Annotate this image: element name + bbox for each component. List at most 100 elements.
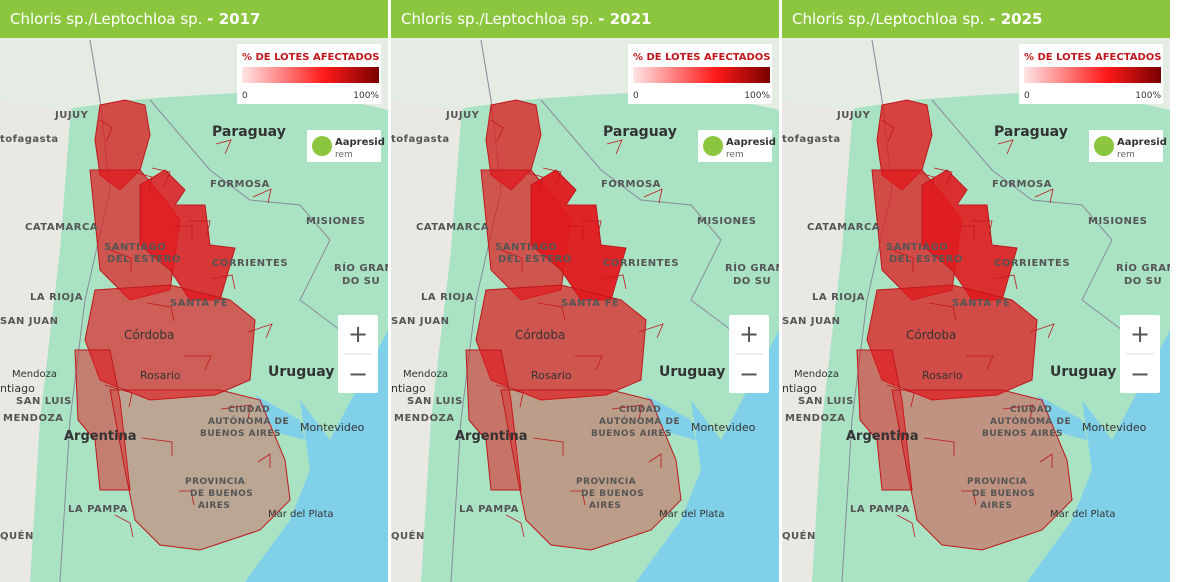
affected-region <box>921 169 1018 301</box>
map-label: tofagasta <box>782 134 841 145</box>
district-line <box>648 453 662 468</box>
district-line <box>174 225 193 240</box>
district-line <box>928 302 957 322</box>
map-label: QUÉN <box>391 529 425 542</box>
map-label: Mar del Plata <box>1050 509 1116 520</box>
map-label: DEL ESTERO <box>107 254 181 265</box>
district-line <box>151 167 171 187</box>
district-line <box>923 437 955 456</box>
logo-name: Aapresid <box>726 137 776 148</box>
map-label: MENDOZA <box>394 413 454 424</box>
legend-max: 100% <box>1135 91 1161 101</box>
district-line <box>580 220 602 236</box>
map-label: CATAMARCA <box>807 222 880 233</box>
ocean <box>245 330 388 582</box>
ocean <box>1027 330 1170 582</box>
map-label: MISIONES <box>306 216 366 227</box>
district-line <box>638 323 664 339</box>
map-label: Uruguay <box>268 364 334 380</box>
district-line <box>215 139 232 155</box>
map-label: Argentina <box>64 429 137 444</box>
map-panel: de la SierraSucreJUJUYtofagastaParaguayF… <box>391 0 779 582</box>
map-label: MISIONES <box>697 216 757 227</box>
legend-title: % DE LOTES AFECTADOS <box>242 52 380 63</box>
map-label: SAN LUIS <box>16 396 72 407</box>
map-label: CORRIENTES <box>994 258 1070 269</box>
map-label: RÍO GRAN <box>1116 261 1170 274</box>
affected-region <box>465 349 522 491</box>
zoom-out[interactable]: − <box>739 360 759 388</box>
district-line <box>220 404 252 420</box>
district-line <box>570 490 586 506</box>
district-line <box>136 172 153 192</box>
district-line <box>1039 453 1053 468</box>
map-label: LA RIOJA <box>30 292 83 303</box>
map-label: DO SU <box>342 276 380 287</box>
district-line <box>505 514 525 538</box>
map-label: ntiago <box>0 382 35 395</box>
panel-year: - 2017 <box>207 10 261 28</box>
map-label: FORMOSA <box>992 179 1052 190</box>
map-label: CORRIENTES <box>212 258 288 269</box>
legend-max: 100% <box>353 91 379 101</box>
affected-region <box>530 169 627 301</box>
map-label: FORMOSA <box>601 179 661 190</box>
affected-region <box>74 349 131 491</box>
logo-icon <box>312 136 332 156</box>
map-label: DE BUENOS <box>190 489 253 499</box>
map-label: tofagasta <box>391 134 450 145</box>
district-line <box>109 249 132 272</box>
map-label: Mendoza <box>12 369 57 380</box>
logo-sub: rem <box>335 150 353 160</box>
map-label: SAN JUAN <box>0 316 58 327</box>
map-label: QUÉN <box>0 529 34 542</box>
logo-sub: rem <box>726 150 744 160</box>
map-label: Montevideo <box>300 421 365 434</box>
map-label: SANTIAGO <box>886 242 948 253</box>
district-line <box>997 139 1014 155</box>
logo-sub: rem <box>1117 150 1135 160</box>
logo-icon <box>703 136 723 156</box>
district-line <box>966 355 994 371</box>
district-line <box>247 323 273 339</box>
map-label: SAN JUAN <box>782 316 840 327</box>
district-line <box>537 302 566 322</box>
map-label: SAN LUIS <box>798 396 854 407</box>
zoom-in[interactable]: + <box>1130 320 1150 348</box>
district-line <box>179 490 195 506</box>
zoom-out[interactable]: − <box>348 360 368 388</box>
map: de la SierraSucreJUJUYtofagastaParaguayF… <box>391 0 779 582</box>
map-label: LA PAMPA <box>459 504 519 515</box>
district-line <box>210 274 236 290</box>
zoom-in[interactable]: + <box>739 320 759 348</box>
title-bar: Chloris sp./Leptochloa sp. - 2017 <box>0 0 388 38</box>
district-line <box>896 514 916 538</box>
andes-land <box>0 0 90 582</box>
map-label: DO SU <box>1124 276 1162 287</box>
logo-name: Aapresid <box>1117 137 1167 148</box>
map-label: LA PAMPA <box>68 504 128 515</box>
panel-title: Chloris sp./Leptochloa sp. <box>10 10 203 28</box>
affected-region <box>856 349 913 491</box>
district-line <box>575 355 603 371</box>
map-label: Montevideo <box>691 421 756 434</box>
legend-scale <box>242 67 379 83</box>
district-line <box>886 384 915 408</box>
district-line <box>606 139 623 155</box>
map-label: LA RIOJA <box>421 292 474 303</box>
zoom-out[interactable]: − <box>1130 360 1150 388</box>
map-panel: de la SierraSucreJUJUYtofagastaParaguayF… <box>782 0 1170 582</box>
district-line <box>104 384 133 408</box>
legend-max: 100% <box>744 91 770 101</box>
map-label: AIRES <box>198 501 230 511</box>
map: de la SierraSucreJUJUYtofagastaParaguayF… <box>0 0 388 582</box>
map-label: LA PAMPA <box>850 504 910 515</box>
zoom-in[interactable]: + <box>348 320 368 348</box>
map-label: Paraguay <box>212 124 286 140</box>
district-line <box>527 172 544 192</box>
map-label: Mendoza <box>403 369 448 380</box>
legend-min: 0 <box>1024 91 1030 101</box>
map-label: SANTIAGO <box>104 242 166 253</box>
river-plate <box>255 395 305 440</box>
map-label: Rosario <box>922 369 963 382</box>
